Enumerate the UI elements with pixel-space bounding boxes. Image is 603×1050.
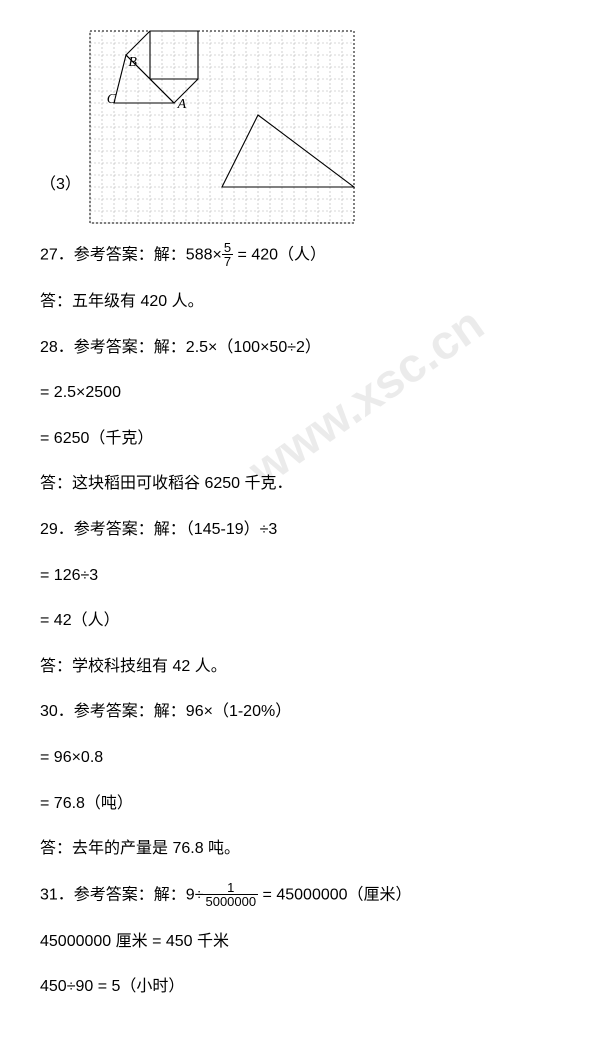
answer-line: = 96×0.8	[40, 745, 563, 771]
answer-line: = 76.8（吨）	[40, 791, 563, 817]
fraction-denominator: 5000000	[203, 895, 258, 908]
answer-line: 答：五年级有 420 人。	[40, 289, 563, 315]
answer-line: 45000000 厘米 = 450 千米	[40, 929, 563, 955]
fraction-numerator: 1	[203, 881, 258, 895]
question-number-3: （3）	[40, 170, 81, 224]
fraction: 15000000	[203, 881, 258, 908]
diagram-row: （3） B C A	[40, 30, 563, 224]
answer-line: 30．参考答案：解：96×（1-20%）	[40, 699, 563, 725]
answer-line: = 6250（千克）	[40, 426, 563, 452]
answer-line: 答：去年的产量是 76.8 吨。	[40, 836, 563, 862]
svg-text:A: A	[177, 97, 187, 112]
line-suffix: = 420（人）	[233, 247, 326, 264]
line-prefix: 31．参考答案：解：9÷	[40, 886, 203, 903]
line-prefix: 27．参考答案：解：588×	[40, 247, 222, 264]
answer-line: = 2.5×2500	[40, 380, 563, 406]
answer-line: = 126÷3	[40, 563, 563, 589]
fraction: 57	[222, 241, 233, 268]
fraction-denominator: 7	[222, 255, 233, 268]
answer-line: 450÷90 = 5（小时）	[40, 974, 563, 1000]
answer-line: 答：这块稻田可收稻谷 6250 千克．	[40, 471, 563, 497]
svg-text:B: B	[128, 55, 137, 70]
answers-container: 27．参考答案：解：588×57 = 420（人） 答：五年级有 420 人。 28…	[40, 242, 563, 1000]
answer-line: 31．参考答案：解：9÷15000000 = 45000000（厘米）	[40, 882, 563, 909]
line-suffix: = 45000000（厘米）	[258, 886, 411, 903]
answer-line: 答：学校科技组有 42 人。	[40, 654, 563, 680]
fraction-numerator: 5	[222, 241, 233, 255]
answer-line: 28．参考答案：解：2.5×（100×50÷2）	[40, 335, 563, 361]
grid-diagram: B C A	[89, 30, 355, 224]
answer-line: = 42（人）	[40, 608, 563, 634]
answer-line: 27．参考答案：解：588×57 = 420（人）	[40, 242, 563, 269]
svg-text:C: C	[107, 92, 117, 107]
answer-line: 29．参考答案：解：（145-19）÷3	[40, 517, 563, 543]
